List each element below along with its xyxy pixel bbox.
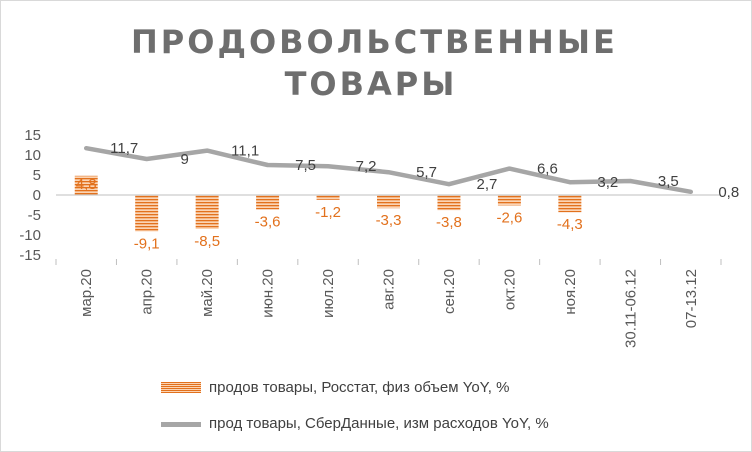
bar (437, 195, 461, 211)
x-tick-label: авг.20 (381, 269, 398, 310)
y-tick-label: 5 (33, 167, 41, 184)
line-data-label: 5,7 (416, 164, 437, 181)
chart-title-line-2: ТОВАРЫ (284, 65, 458, 103)
bar (558, 195, 582, 213)
line-point (145, 158, 148, 160)
line-point (447, 183, 450, 186)
y-tick-label: 15 (24, 127, 41, 144)
x-tick-label: окт.20 (501, 269, 518, 310)
x-tick-label: сен.20 (441, 269, 458, 314)
y-tick-label: -5 (28, 207, 41, 224)
bar-series (74, 175, 582, 232)
y-tick-label: -10 (19, 227, 41, 244)
line-point (85, 147, 88, 150)
legend-label-sberdata: прод товары, СберДанные, изм расходов Yo… (209, 415, 549, 432)
legend-label-rosstat: продов товары, Росстат, физ объем YoY, % (209, 379, 510, 396)
x-tick-label: мар.20 (78, 269, 95, 317)
line-point (568, 181, 571, 184)
x-tick-label: 30.11-06.12 (622, 269, 639, 348)
bar (377, 195, 400, 209)
bar (135, 195, 159, 232)
data-labels: 4,8 -9,1 -8,5 -3,6 -1,2 -3,3 -3,8 -2,6 -4,3 11,7 9… (76, 140, 739, 252)
x-tick-label: июн.20 (260, 269, 277, 318)
bar-data-label: -9,1 (134, 235, 160, 252)
chart-title-line-1: ПРОДОВОЛЬСТВЕННЫЕ (131, 23, 618, 61)
line-data-label: 11,1 (231, 143, 259, 160)
line-point (387, 171, 390, 174)
y-axis: 15 10 5 0 -5 -10 -15 (19, 127, 41, 264)
bar-data-label: -8,5 (194, 233, 220, 250)
line-data-label: 6,6 (537, 161, 558, 178)
y-tick-label: 10 (24, 147, 41, 164)
bar-data-label: -4,3 (557, 216, 583, 233)
x-axis: мар.20 апр.20 май.20 июн.20 июл.20 авг.20 сен.… (55, 194, 722, 348)
legend-item-sberdata: прод товары, СберДанные, изм расходов Yo… (161, 415, 549, 432)
line-point (508, 167, 511, 170)
bar (195, 195, 219, 229)
x-tick-label: ноя.20 (562, 269, 579, 315)
line-data-label: 7,2 (356, 158, 377, 175)
bar (256, 195, 280, 210)
bar (74, 175, 98, 195)
bar-data-label: -1,2 (315, 204, 341, 221)
line-series (83, 145, 694, 195)
line-data-label: 7,5 (295, 157, 316, 174)
bar (316, 195, 340, 200)
line-data-label: 11,7 (110, 140, 138, 157)
y-tick-label: 0 (33, 187, 41, 204)
x-tick-label: май.20 (199, 269, 216, 317)
line-data-label: 3,5 (658, 173, 679, 190)
line-point (266, 164, 269, 166)
line-data-label: 2,7 (477, 176, 498, 193)
x-tick-label: 07-13.12 (683, 269, 700, 328)
chart-title: ПРОДОВОЛЬСТВЕННЫЕ ТОВАРЫ (131, 21, 618, 105)
legend-item-rosstat: продов товары, Росстат, физ объем YoY, % (161, 379, 509, 396)
x-tick-label: июл.20 (320, 269, 337, 318)
bar-data-label: -3,6 (255, 213, 281, 230)
line-data-label: 9 (181, 151, 189, 168)
line-data-label: 3,2 (597, 174, 618, 191)
bar-data-label: -2,6 (496, 209, 522, 226)
bar-data-label: 4,8 (76, 176, 97, 193)
line-point (206, 149, 209, 152)
x-tick-label: апр.20 (139, 269, 156, 315)
line-data-label: 0,8 (718, 184, 739, 201)
y-tick-label: -15 (19, 247, 41, 264)
line-point (629, 180, 632, 182)
line-point (689, 190, 692, 193)
bar (497, 195, 521, 206)
legend-line-swatch (161, 421, 201, 427)
legend-bar-swatch (161, 382, 201, 393)
line-point (327, 165, 330, 168)
bar-data-label: -3,8 (436, 214, 462, 231)
bar-data-label: -3,3 (376, 212, 402, 229)
